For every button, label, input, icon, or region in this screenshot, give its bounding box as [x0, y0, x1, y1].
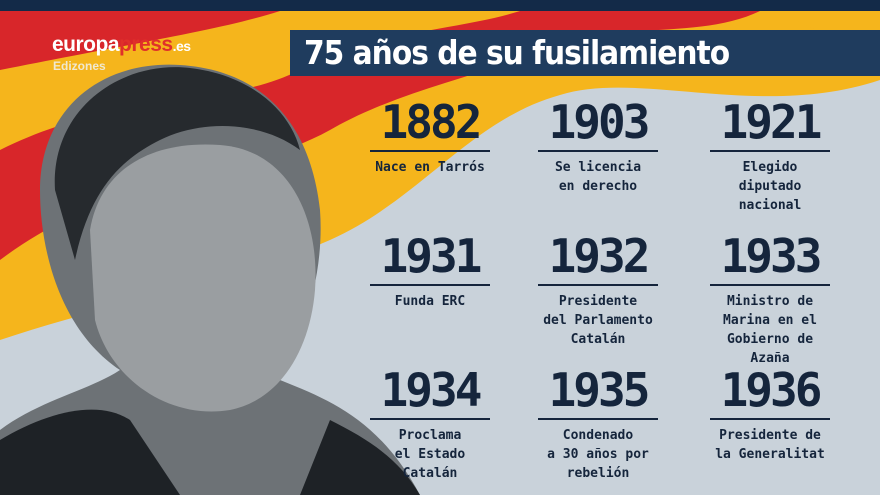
event-year: 1903 — [548, 95, 651, 149]
event-description: Condenado a 30 años por rebelión — [547, 428, 649, 481]
divider — [538, 284, 658, 286]
divider — [370, 418, 490, 420]
event-year: 1882 — [380, 95, 483, 149]
event-description: Nace en Tarrós — [375, 160, 485, 175]
event-year: 1931 — [380, 229, 483, 283]
timeline-event: 1933 Ministro de Marina en el Gobierno de… — [695, 232, 845, 368]
logo-subtitle: Edizones — [53, 59, 106, 73]
page-title: 75 años de su fusilamiento — [290, 30, 880, 76]
logo-part: europa — [52, 33, 120, 56]
europapress-logo: europapress.es — [52, 33, 191, 57]
logo-part: press — [119, 33, 173, 56]
event-description: Ministro de Marina en el Gobierno de Aza… — [723, 294, 817, 366]
event-description: Elegido diputado nacional — [738, 160, 802, 213]
logo-part: .es — [172, 38, 191, 54]
event-year: 1933 — [720, 229, 823, 283]
event-year: 1932 — [548, 229, 651, 283]
timeline-event: 1903 Se licencia en derecho — [523, 98, 673, 196]
event-description: Funda ERC — [394, 294, 466, 309]
top-band — [0, 0, 880, 11]
divider — [710, 284, 830, 286]
event-description: Presidente de la Generalitat — [715, 428, 825, 462]
divider — [710, 418, 830, 420]
timeline-event: 1932 Presidente del Parlamento Catalán — [523, 232, 673, 349]
timeline-event: 1921 Elegido diputado nacional — [695, 98, 845, 215]
event-year: 1934 — [380, 363, 483, 417]
portrait-photo — [0, 64, 420, 495]
divider — [370, 150, 490, 152]
event-description: Proclama el Estado Catalán — [394, 428, 466, 481]
divider — [538, 418, 658, 420]
event-year: 1936 — [720, 363, 823, 417]
timeline-event: 1882 Nace en Tarrós — [355, 98, 505, 177]
event-year: 1921 — [720, 95, 823, 149]
event-year: 1935 — [548, 363, 651, 417]
divider — [538, 150, 658, 152]
divider — [710, 150, 830, 152]
event-description: Presidente del Parlamento Catalán — [543, 294, 653, 347]
event-description: Se licencia en derecho — [554, 160, 642, 194]
timeline-event: 1935 Condenado a 30 años por rebelión — [523, 366, 673, 483]
timeline-event: 1934 Proclama el Estado Catalán — [355, 366, 505, 483]
divider — [370, 284, 490, 286]
timeline-event: 1936 Presidente de la Generalitat — [695, 366, 845, 464]
timeline-event: 1931 Funda ERC — [355, 232, 505, 311]
